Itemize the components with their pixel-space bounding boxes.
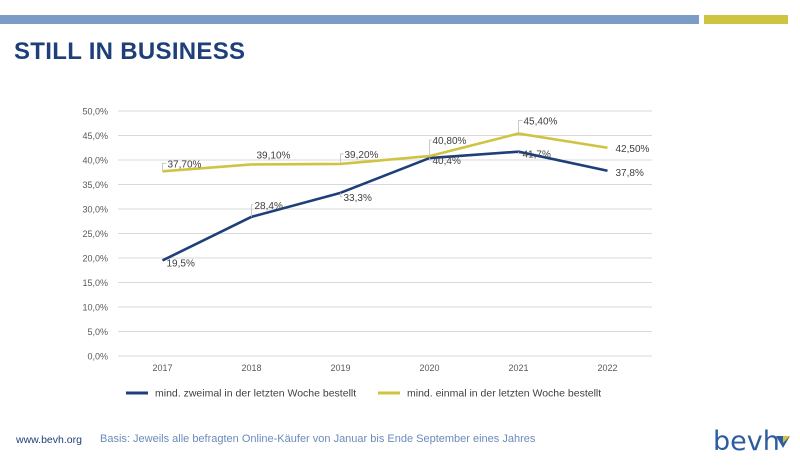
chart-series [161,132,608,262]
data-labels: 19,5% 28,4% 33,3% 40,4% 41,7% 37,8% 37,70% 39,1… [167,117,650,270]
y-axis-ticks: 0,0% 5,0% 10,0% 15,0% 20,0% 25,0% 30,0% 35,0% 40… [82,107,108,362]
chart-legend: mind. zweimal in der letzten Woche beste… [126,388,601,400]
x-axis-ticks: 2017 2018 2019 2020 2021 2022 [152,363,617,373]
y-tick-label: 40,0% [82,156,108,166]
label-leader-line [162,162,167,172]
data-label: 42,50% [616,144,650,155]
data-label: 40,80% [433,136,467,147]
label-leader-line [340,192,343,198]
y-tick-label: 20,0% [82,254,108,264]
label-leader-line [251,204,254,217]
label-leader-line [518,151,522,155]
y-tick-label: 25,0% [82,229,108,239]
data-label: 19,5% [167,258,195,269]
data-label: 39,20% [345,150,379,161]
label-leader-line [429,158,432,161]
label-leader-line [340,153,344,164]
data-label: 45,40% [524,117,558,128]
data-label: 41,7% [523,150,551,161]
y-tick-label: 35,0% [82,180,108,190]
y-tick-label: 30,0% [82,205,108,215]
x-tick-label: 2022 [597,363,617,373]
series-line-1 [162,132,608,173]
footer-note: Basis: Jeweils alle befragten Online-Käu… [100,433,536,445]
data-label: 37,8% [616,168,644,179]
header-bar-accent [704,15,788,24]
page-title: STILL IN BUSINESS [14,38,246,65]
label-leader-line [518,120,523,134]
x-tick-label: 2020 [419,363,439,373]
legend-label: mind. einmal in der letzten Woche bestel… [407,388,601,400]
x-tick-label: 2018 [241,363,261,373]
data-label-leaders [162,120,523,217]
x-tick-label: 2021 [508,363,528,373]
data-label: 33,3% [344,193,372,204]
footer-url: www.bevh.org [16,434,82,446]
bevh-logo-mark-icon [776,436,790,448]
x-tick-label: 2017 [152,363,172,373]
y-tick-label: 0,0% [87,352,108,362]
x-tick-label: 2019 [330,363,350,373]
data-label: 39,10% [257,150,291,161]
y-tick-label: 50,0% [82,107,108,117]
legend-label: mind. zweimal in der letzten Woche beste… [155,388,356,400]
y-tick-label: 10,0% [82,303,108,313]
data-label: 28,4% [255,201,283,212]
data-label: 40,4% [433,156,461,167]
y-tick-label: 5,0% [87,327,108,337]
y-tick-label: 15,0% [82,278,108,288]
label-leader-line [429,139,432,157]
header-bar-primary [0,15,699,24]
chart-grid [118,110,652,357]
y-tick-label: 45,0% [82,131,108,141]
logo-text: bevh [713,426,780,457]
series-line-0 [161,150,608,262]
bevh-logo: bevh [713,426,793,460]
data-label: 37,70% [168,159,202,170]
